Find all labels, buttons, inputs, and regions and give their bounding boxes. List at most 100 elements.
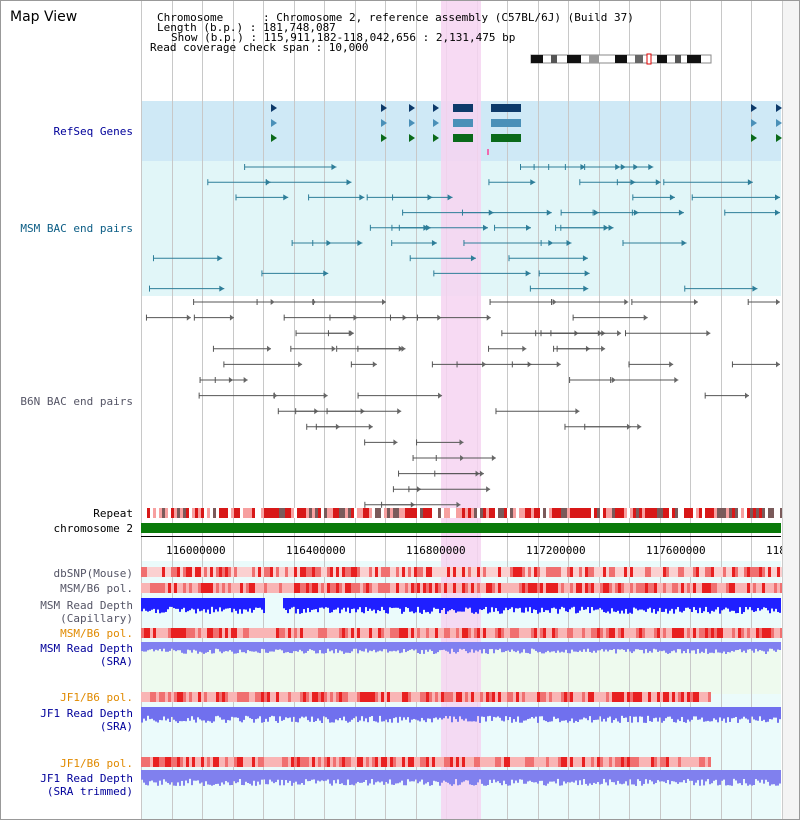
polymorphism-heat-cell [774, 628, 777, 638]
polymorphism-heat-cell [540, 628, 543, 638]
read-depth-bar [463, 770, 465, 782]
msm-bac-end [483, 224, 489, 231]
refseq-gene-arrow [433, 119, 439, 127]
repeat-segment [432, 508, 435, 518]
read-depth-bar [747, 642, 749, 650]
grid-line [324, 1, 325, 819]
read-depth-bar [419, 707, 421, 722]
read-depth-bar [437, 642, 439, 653]
read-depth-bar [413, 642, 415, 651]
polymorphism-heat-cell [246, 692, 249, 702]
polymorphism-heat-cell [477, 628, 480, 638]
polymorphism-heat-cell [624, 757, 627, 767]
read-depth-bar [525, 642, 527, 653]
read-depth-bar [405, 642, 407, 653]
polymorphism-heat-cell [780, 583, 783, 593]
repeat-segment [258, 508, 261, 518]
read-depth-bar [149, 598, 151, 611]
read-depth-bar [615, 598, 617, 613]
polymorphism-heat-cell [177, 628, 180, 638]
polymorphism-heat-cell [219, 567, 222, 577]
read-depth-bar [643, 642, 645, 654]
read-depth-bar [503, 707, 505, 722]
polymorphism-heat-cell [255, 567, 258, 577]
right-edge-scrollbar[interactable] [782, 1, 799, 819]
read-depth-bar [361, 770, 363, 783]
read-depth-bar [191, 598, 193, 609]
read-depth-bar [651, 598, 653, 613]
axis-tick-label: 117600000 [646, 544, 706, 557]
read-depth-bar [513, 770, 515, 784]
repeat-segment [633, 508, 636, 518]
polymorphism-heat-cell [546, 757, 549, 767]
msm-depth-capillary-label: MSM Read Depth (Capillary) [40, 599, 133, 625]
polymorphism-heat-cell [207, 567, 210, 577]
polymorphism-heat-cell [600, 757, 603, 767]
read-depth-bar [439, 598, 441, 614]
polymorphism-heat-cell [156, 628, 159, 638]
read-depth-bar [227, 642, 229, 652]
read-depth-bar [617, 598, 619, 611]
read-depth-bar [597, 707, 599, 720]
read-depth-bar [659, 770, 661, 782]
read-depth-bar [603, 598, 605, 613]
polymorphism-heat-cell [681, 567, 684, 577]
msm-bac-end [359, 194, 365, 201]
read-depth-bar [693, 642, 695, 651]
repeat-segment [498, 508, 501, 518]
polymorphism-heat-cell [522, 567, 525, 577]
polymorphism-heat-cell [171, 757, 174, 767]
polymorphism-heat-cell [534, 583, 537, 593]
read-depth-bar [195, 707, 197, 723]
read-depth-bar [261, 598, 263, 610]
polymorphism-heat-cell [360, 692, 363, 702]
read-depth-bar [779, 770, 781, 784]
read-depth-bar [463, 642, 465, 649]
read-depth-bar [459, 642, 461, 649]
read-depth-bar [403, 770, 405, 786]
polymorphism-heat-cell [738, 583, 741, 593]
polymorphism-heat-cell [486, 692, 489, 702]
chromosome-ideogram[interactable] [529, 53, 713, 65]
read-depth-bar [165, 770, 167, 782]
read-depth-bar [185, 598, 187, 613]
read-depth-bar [497, 598, 499, 612]
polymorphism-heat-cell [144, 567, 147, 577]
polymorphism-heat-cell [423, 692, 426, 702]
repeat-segment [171, 508, 174, 518]
polymorphism-heat-cell [423, 757, 426, 767]
read-depth-bar [497, 707, 499, 717]
polymorphism-heat-cell [645, 583, 648, 593]
read-depth-bar [143, 770, 145, 783]
read-depth-bar [745, 707, 747, 719]
read-depth-bar [247, 598, 249, 612]
read-depth-bar [741, 642, 743, 653]
read-depth-bar [583, 598, 585, 610]
polymorphism-heat-cell [780, 628, 783, 638]
b6n-bac-end [744, 392, 749, 399]
read-depth-bar [249, 707, 251, 719]
coverage-span-info: Read coverage check span : 10,000 [150, 41, 369, 54]
repeat-segment [507, 508, 510, 518]
read-depth-bar [331, 598, 333, 613]
polymorphism-heat-cell [168, 757, 171, 767]
read-depth-bar [481, 770, 483, 784]
read-depth-bar [155, 770, 157, 783]
polymorphism-heat-cell [627, 583, 630, 593]
polymorphism-heat-cell [465, 583, 468, 593]
polymorphism-heat-cell [675, 692, 678, 702]
read-depth-bar [725, 770, 727, 786]
polymorphism-heat-cell [552, 692, 555, 702]
read-depth-bar [367, 770, 369, 786]
repeat-segment [471, 508, 474, 518]
polymorphism-heat-cell [645, 567, 648, 577]
jf1-depth-sra-label: JF1 Read Depth (SRA) [40, 707, 133, 733]
read-depth-bar [223, 642, 225, 652]
read-depth-bar [735, 598, 737, 614]
read-depth-bar [261, 642, 263, 649]
read-depth-bar [769, 707, 771, 720]
repeat-segment [777, 508, 780, 518]
read-depth-bar [741, 707, 743, 719]
polymorphism-heat-cell [429, 757, 432, 767]
